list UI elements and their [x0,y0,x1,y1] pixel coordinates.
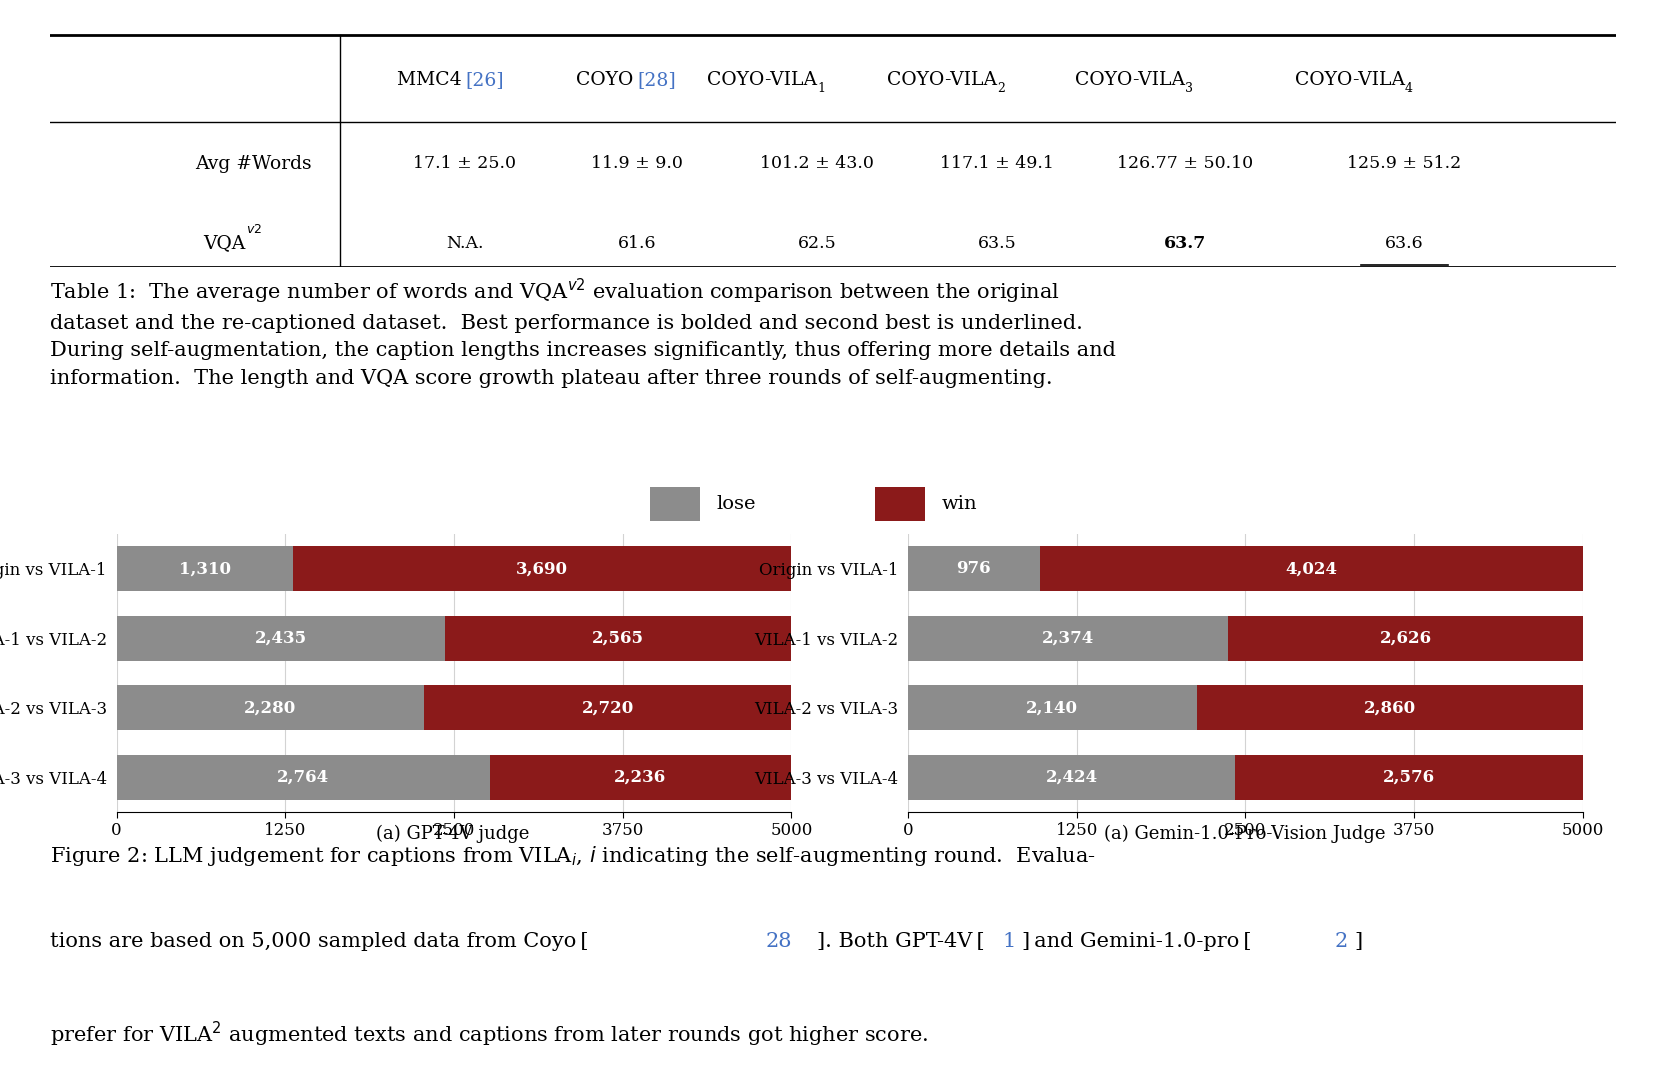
Bar [1196,686,1583,730]
Text: 17.1 ± 25.0: 17.1 ± 25.0 [413,156,516,172]
Text: Table 1:  The average number of words and VQA$^{v2}$ evaluation comparison betwe: Table 1: The average number of words and… [50,277,1116,388]
Text: lose: lose [716,495,756,513]
Text: 61.6: 61.6 [618,235,656,252]
Text: Figure 2: LLM judgement for captions from VILA$_i$, $i$ indicating the self-augm: Figure 2: LLM judgement for captions fro… [50,844,1096,868]
Text: 28: 28 [766,932,791,950]
Text: 2,424: 2,424 [1046,768,1098,786]
Text: ]. Both GPT-4V [: ]. Both GPT-4V [ [818,932,985,950]
Text: ]: ] [1354,932,1363,950]
Text: COYO-VILA: COYO-VILA [708,71,818,88]
Text: 2,140: 2,140 [1026,700,1078,716]
Bar [490,754,791,800]
Text: COYO: COYO [576,71,636,88]
Text: 2,764: 2,764 [277,768,330,786]
Text: 62.5: 62.5 [798,235,836,252]
Bar [117,686,425,730]
Bar [117,754,490,800]
Text: prefer for VILA$^2$ augmented texts and captions from later rounds got higher sc: prefer for VILA$^2$ augmented texts and … [50,1020,928,1050]
Text: MMC4: MMC4 [397,71,465,88]
Text: 2,860: 2,860 [1364,700,1416,716]
Text: 1: 1 [818,83,825,96]
Text: [28]: [28] [636,71,676,88]
Text: win: win [941,495,976,513]
Bar [908,686,1196,730]
Text: 63.5: 63.5 [978,235,1016,252]
Text: N.A.: N.A. [446,235,483,252]
Text: 3: 3 [1185,83,1193,96]
Text: 2,280: 2,280 [245,700,297,716]
Bar [908,546,1040,592]
Text: 63.7: 63.7 [1165,235,1206,252]
Bar [1040,546,1583,592]
Text: 976: 976 [956,560,991,578]
Text: VQA: VQA [203,234,247,253]
Text: (a) Gemin-1.0-Pro-Vision Judge: (a) Gemin-1.0-Pro-Vision Judge [1105,825,1384,844]
Bar [117,546,293,592]
Text: 2,720: 2,720 [581,700,635,716]
Text: COYO-VILA: COYO-VILA [1075,71,1185,88]
Bar [1228,616,1583,661]
Text: 2,435: 2,435 [255,630,307,646]
Text: 2,565: 2,565 [593,630,645,646]
Bar [445,616,791,661]
Text: ] and Gemini-1.0-pro [: ] and Gemini-1.0-pro [ [1023,932,1251,950]
Bar [293,546,791,592]
Text: Avg #Words: Avg #Words [195,155,312,173]
Bar [1235,754,1583,800]
Bar [425,686,791,730]
Text: 126.77 ± 50.10: 126.77 ± 50.10 [1118,156,1253,172]
Text: 101.2 ± 43.0: 101.2 ± 43.0 [760,156,875,172]
Bar [908,754,1235,800]
Text: 4: 4 [1404,83,1413,96]
Text: 3,690: 3,690 [516,560,568,578]
Text: 2,626: 2,626 [1379,630,1431,646]
Text: 11.9 ± 9.0: 11.9 ± 9.0 [591,156,683,172]
Text: 2: 2 [1334,932,1348,950]
Text: 2,236: 2,236 [615,768,666,786]
Bar [117,616,445,661]
Text: (a) GPT-4V judge: (a) GPT-4V judge [377,825,530,844]
Text: 2: 2 [998,83,1005,96]
Text: 1,310: 1,310 [178,560,232,578]
Text: 63.6: 63.6 [1386,235,1424,252]
Text: $v2$: $v2$ [247,223,262,237]
Bar [908,616,1228,661]
Text: 2,374: 2,374 [1041,630,1095,646]
Text: 125.9 ± 51.2: 125.9 ± 51.2 [1348,156,1461,172]
Text: 4,024: 4,024 [1284,560,1338,578]
Text: COYO-VILA: COYO-VILA [1294,71,1404,88]
Text: tions are based on 5,000 sampled data from Coyo [: tions are based on 5,000 sampled data fr… [50,932,588,950]
Text: 2,576: 2,576 [1383,768,1434,786]
Bar [650,487,700,521]
Text: [26]: [26] [465,71,503,88]
Text: 117.1 ± 49.1: 117.1 ± 49.1 [941,156,1055,172]
Text: COYO-VILA: COYO-VILA [888,71,998,88]
Text: 1: 1 [1003,932,1016,950]
Bar [875,487,925,521]
